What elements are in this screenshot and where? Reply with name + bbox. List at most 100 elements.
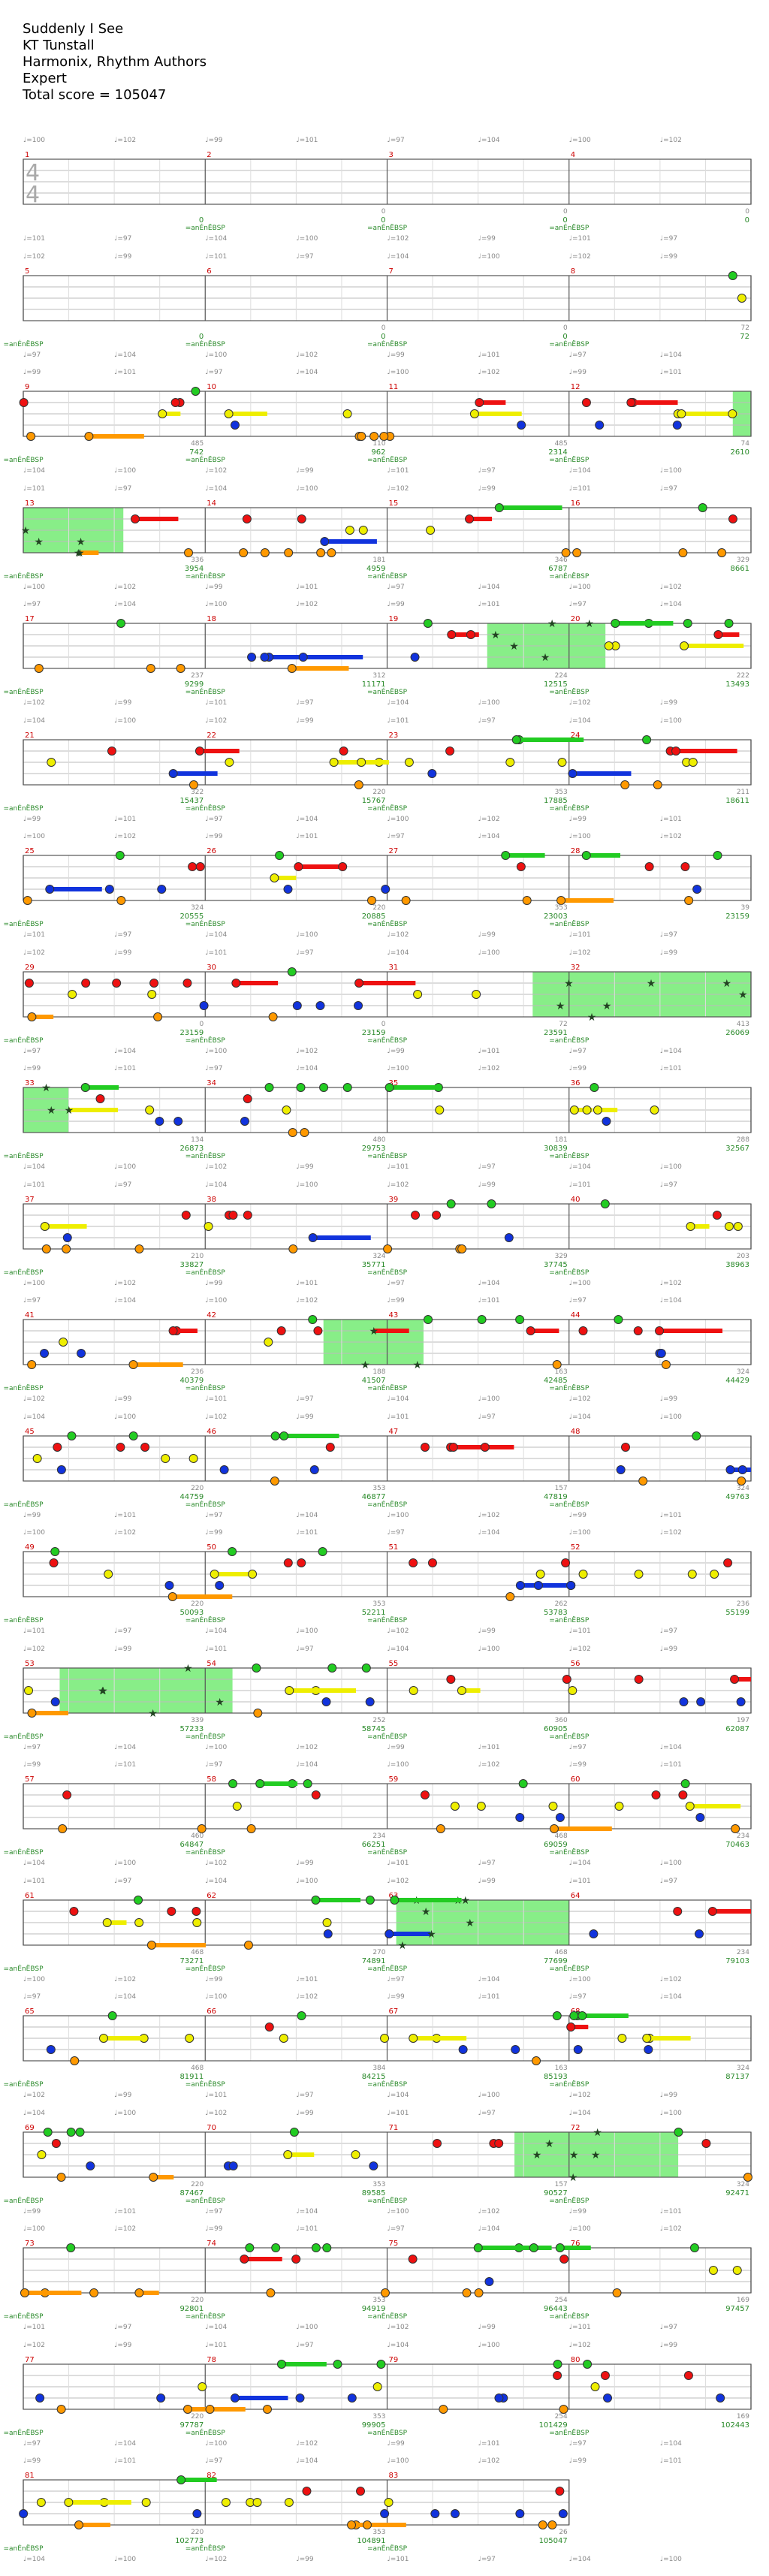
tempo-label: ♩=104 — [478, 2225, 500, 2233]
tempo-label: ♩=99 — [388, 601, 406, 608]
note-gem — [656, 1349, 666, 1358]
measure-number: 78 — [207, 2356, 216, 2364]
measure-cumulative-score: 57233 — [179, 1725, 204, 1733]
measure-cumulative-score: 15767 — [362, 797, 386, 805]
section-marker: =anÉnËBSP — [185, 919, 226, 928]
note-gem — [128, 1431, 138, 1440]
tempo-label: ♩=104 — [478, 1280, 500, 1287]
note-gem — [472, 989, 481, 999]
note-gem — [279, 1431, 289, 1440]
note-gem — [173, 1117, 183, 1126]
tempo-label: ♩=101 — [114, 1065, 136, 1072]
measure-cumulative-score: 105047 — [539, 2537, 568, 2545]
sustain-bar — [281, 2361, 327, 2366]
note-gem — [287, 664, 297, 673]
measure-note-count: 220 — [191, 1600, 204, 1608]
note-gem — [446, 1674, 456, 1684]
section-marker: =anÉnËBSP — [4, 1964, 44, 1973]
note-gem — [578, 1326, 588, 1335]
tempo-label: ♩=104 — [478, 1976, 500, 1983]
measure-cumulative-score: 62087 — [725, 1725, 749, 1733]
measure-number: 44 — [571, 1311, 581, 1320]
tempo-label: ♩=104 — [114, 351, 136, 359]
tempo-label: ♩=99 — [23, 1761, 41, 1769]
note-gem — [146, 664, 155, 673]
measure-cumulative-score: 23159 — [362, 1029, 386, 1037]
section-marker: =anÉnËBSP — [4, 1383, 44, 1392]
note-gem — [535, 1570, 545, 1579]
section-marker: =anÉnËBSP — [367, 2080, 408, 2089]
tempo-label: ♩=101 — [23, 2324, 45, 2331]
note-gem — [321, 1697, 331, 1706]
measure-number: 16 — [571, 499, 581, 508]
tempo-label: ♩=97 — [23, 1744, 41, 1751]
section-marker: =anÉnËBSP — [367, 1615, 408, 1624]
measure-number: 27 — [389, 847, 399, 855]
note-gem — [362, 2520, 372, 2529]
measure-number: 24 — [571, 731, 581, 740]
star-note: ★ — [148, 1708, 158, 1720]
measure-cumulative-score: 102773 — [175, 2537, 204, 2545]
note-gem — [372, 2381, 382, 2391]
tempo-label: ♩=99 — [114, 2092, 132, 2099]
measure-cumulative-score: 85193 — [544, 2073, 568, 2081]
section-marker: =anÉnËBSP — [367, 1964, 408, 1973]
note-gem — [34, 664, 44, 673]
tempo-label: ♩=100 — [660, 467, 682, 475]
measure-number: 28 — [571, 847, 581, 855]
tempo-label: ♩=102 — [388, 235, 409, 243]
note-gem — [43, 2127, 53, 2137]
section-marker: =anÉnËBSP — [185, 572, 226, 581]
note-gem — [62, 1790, 72, 1799]
star-note: ★ — [585, 618, 595, 630]
measure-note-count: 339 — [191, 1717, 204, 1724]
note-gem — [268, 1012, 278, 1021]
note-gem — [116, 896, 126, 905]
note-gem — [572, 547, 582, 557]
note-gem — [27, 1360, 37, 1369]
star-note: ★ — [602, 1000, 612, 1012]
tempo-label: ♩=101 — [660, 369, 682, 376]
section-marker: =anÉnËBSP — [185, 1500, 226, 1509]
measure-number: 29 — [25, 964, 35, 972]
note-gem — [215, 1581, 225, 1590]
note-gem — [384, 1083, 394, 1092]
tempo-label: ♩=99 — [23, 1065, 41, 1072]
tempo-label: ♩=97 — [296, 949, 313, 957]
note-gem — [27, 1012, 37, 1021]
measure-note-count: 0 — [563, 324, 568, 332]
note-gem — [732, 2266, 742, 2275]
measure-number: 41 — [25, 1311, 35, 1320]
measure-cumulative-score: 42485 — [544, 1377, 568, 1385]
note-gem — [37, 2149, 47, 2159]
measure-number: 53 — [25, 1660, 35, 1668]
measure-note-count: 220 — [191, 2413, 204, 2421]
note-gem — [51, 2138, 61, 2148]
note-gem — [409, 1558, 418, 1567]
song-title: Suddenly I See — [23, 21, 124, 37]
note-gem — [20, 2288, 29, 2297]
tempo-label: ♩=100 — [114, 2110, 136, 2117]
section-marker: =anÉnËBSP — [367, 1500, 408, 1509]
section-marker: =anÉnËBSP — [4, 1268, 44, 1277]
tempo-label: ♩=101 — [569, 485, 591, 493]
star-note: ★ — [421, 1906, 431, 1918]
tempo-label: ♩=104 — [660, 1048, 682, 1055]
tempo-label: ♩=97 — [478, 2110, 496, 2117]
tempo-label: ♩=100 — [388, 369, 409, 376]
note-gem — [26, 432, 36, 441]
sustain-bar — [572, 771, 632, 776]
tempo-label: ♩=99 — [114, 699, 132, 707]
tempo-label: ♩=97 — [388, 584, 405, 591]
note-gem — [283, 2149, 293, 2159]
note-gem — [322, 2243, 332, 2252]
tempo-label: ♩=104 — [296, 1512, 318, 1519]
note-gem — [679, 1697, 689, 1706]
total-score: Total score = 105047 — [23, 87, 167, 103]
note-gem — [712, 1210, 722, 1220]
measure-number: 79 — [389, 2356, 399, 2364]
measure-note-count: 353 — [372, 2181, 385, 2188]
tempo-label: ♩=99 — [388, 351, 406, 359]
tempo-label: ♩=102 — [569, 253, 591, 261]
measure-cumulative-score: 0 — [199, 333, 204, 341]
